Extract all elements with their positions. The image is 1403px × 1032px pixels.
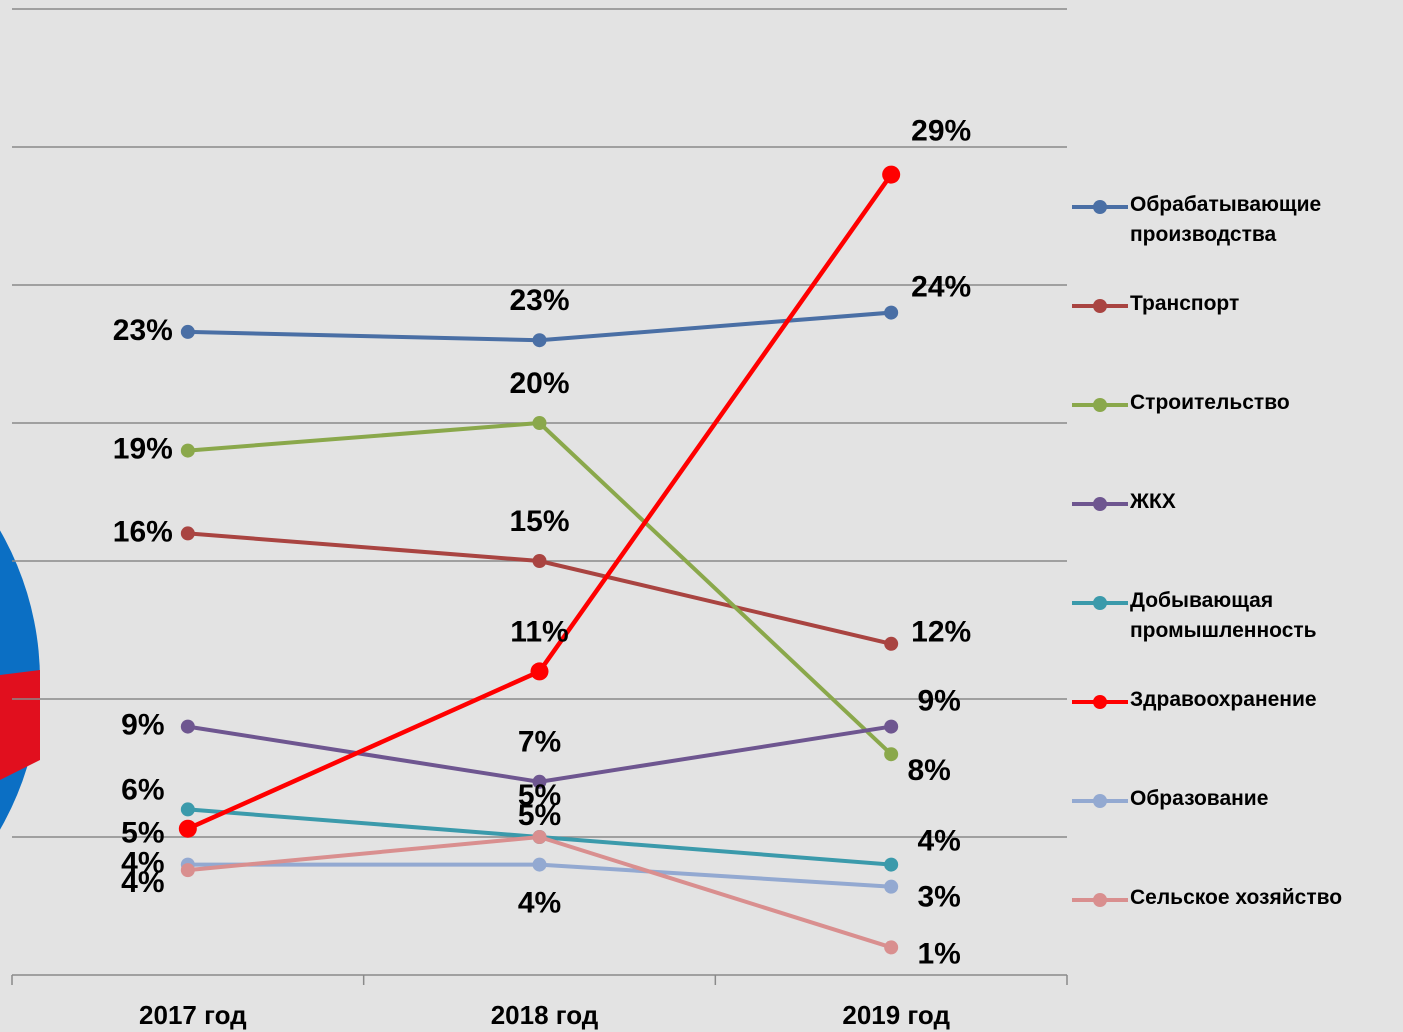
legend-dot [1093,596,1107,610]
legend-dot [1093,695,1107,709]
legend-label: Сельское хозяйство [1130,883,1402,913]
data-label: 1% [917,937,960,970]
data-label: 7% [518,726,561,759]
legend-label: Добывающая промышленность [1130,586,1402,646]
legend-entry: Строительство [1070,388,1403,487]
point [533,554,547,568]
legend-marker [1070,788,1130,814]
point [884,637,898,651]
data-label: 9% [917,685,960,718]
legend-marker [1070,689,1130,715]
point [884,880,898,894]
point [179,820,197,838]
point [884,306,898,320]
legend-entry: Добывающая промышленность [1070,586,1403,685]
legend-label: Строительство [1130,388,1402,418]
point [533,333,547,347]
data-label: 5% [121,817,164,850]
data-label: 6% [121,773,164,806]
point [884,940,898,954]
legend-marker [1070,194,1130,220]
data-label: 8% [907,754,950,787]
legend-label: Образование [1130,784,1402,814]
point [181,720,195,734]
legend-dot [1093,398,1107,412]
legend-label: ЖКХ [1130,487,1402,517]
data-label: 23% [113,314,173,347]
point [533,858,547,872]
data-label: 19% [113,433,173,466]
point [884,720,898,734]
data-label: 4% [121,866,164,899]
point [884,858,898,872]
point [181,444,195,458]
point [884,747,898,761]
legend-marker [1070,491,1130,517]
legend-dot [1093,893,1107,907]
legend-label: Транспорт [1130,289,1402,319]
point [181,863,195,877]
data-label: 11% [510,615,568,648]
data-label: 3% [917,881,960,914]
data-label: 24% [911,271,971,304]
legend-dot [1093,299,1107,313]
point [533,416,547,430]
x-tick-label: 2018 год [491,1000,599,1030]
legend-label: Здравоохранение [1130,685,1402,715]
legend-entry: Транспорт [1070,289,1403,388]
legend-marker [1070,293,1130,319]
legend-dot [1093,200,1107,214]
data-label: 4% [518,887,561,920]
data-label: 20% [509,367,569,400]
data-label: 29% [911,115,971,148]
legend-marker [1070,392,1130,418]
x-tick-label: 2019 год [842,1000,950,1030]
series-line [188,423,891,754]
legend-entry: Здравоохранение [1070,685,1403,784]
data-label: 12% [911,616,971,649]
point [533,830,547,844]
legend: Обрабатывающие производства Транспорт Стро… [1070,190,1403,982]
legend-marker [1070,590,1130,616]
legend-dot [1093,794,1107,808]
data-label: 9% [121,709,164,742]
point [882,166,900,184]
legend-entry: Сельское хозяйство [1070,883,1403,982]
point [181,802,195,816]
point [531,662,549,680]
x-tick-label: 2017 год [139,1000,247,1030]
legend-label: Обрабатывающие производства [1130,190,1402,250]
decor-stripe [0,670,40,780]
legend-entry: Обрабатывающие производства [1070,190,1403,289]
data-label: 5% [518,799,561,832]
data-label: 4% [917,825,960,858]
legend-entry: Образование [1070,784,1403,883]
data-label: 23% [509,284,569,317]
data-label: 16% [113,515,173,548]
legend-marker [1070,887,1130,913]
point [181,526,195,540]
legend-entry: ЖКХ [1070,487,1403,586]
page: 2017 год 2018 год 2019 год 23% 23% 24% 16% 15% 1… [0,0,1403,1032]
legend-dot [1093,497,1107,511]
point [181,325,195,339]
data-label: 15% [509,505,569,538]
